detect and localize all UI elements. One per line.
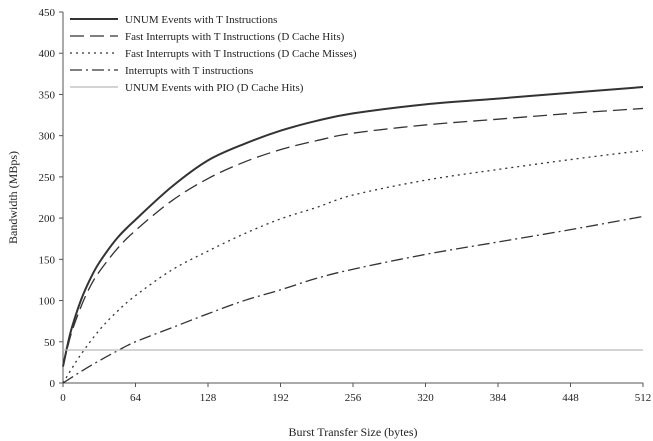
series-line-2 [62, 107, 644, 367]
y-tick-label: 300 [39, 131, 56, 143]
y-axis-ticks: 0 50 100 150 200 250 300 350 400 450 [39, 7, 63, 390]
y-tick-label: 150 [39, 254, 56, 266]
x-tick-label: 192 [272, 392, 289, 404]
legend: UNUM Events with T Instructions Fast Inte… [70, 14, 357, 94]
axes [62, 12, 643, 384]
legend-label-4: Interrupts with T instructions [125, 65, 253, 77]
y-tick-label: 450 [39, 7, 56, 19]
x-tick-label: 128 [200, 392, 217, 404]
y-tick-label: 250 [39, 172, 56, 184]
x-axis-title: Burst Transfer Size (bytes) [289, 425, 418, 439]
series-lines [62, 86, 644, 384]
x-axis-ticks: 0 64 128 192 256 320 384 448 512 [60, 383, 651, 404]
legend-label-3: Fast Interrupts with T Instructions (D C… [125, 48, 357, 60]
series-line-3 [62, 149, 644, 384]
legend-label-1: UNUM Events with T Instructions [125, 14, 277, 26]
y-tick-label: 50 [44, 337, 56, 349]
y-tick-label: 400 [39, 48, 56, 60]
legend-label-5: UNUM Events with PIO (D Cache Hits) [125, 82, 304, 94]
y-tick-label: 0 [50, 378, 56, 390]
y-axis-title: Bandwidth (MBps) [6, 151, 20, 244]
x-tick-label: 64 [130, 392, 142, 404]
x-tick-label: 256 [345, 392, 362, 404]
y-tick-label: 350 [39, 89, 56, 101]
y-tick-label: 100 [39, 296, 56, 308]
x-tick-label: 512 [635, 392, 652, 404]
x-tick-label: 448 [562, 392, 579, 404]
x-tick-label: 384 [490, 392, 507, 404]
x-tick-label: 0 [60, 392, 66, 404]
legend-label-2: Fast Interrupts with T Instructions (D C… [125, 31, 345, 43]
series-line-4 [62, 215, 644, 384]
x-tick-label: 320 [417, 392, 434, 404]
series-line-1 [62, 86, 644, 367]
y-tick-label: 200 [39, 213, 56, 225]
